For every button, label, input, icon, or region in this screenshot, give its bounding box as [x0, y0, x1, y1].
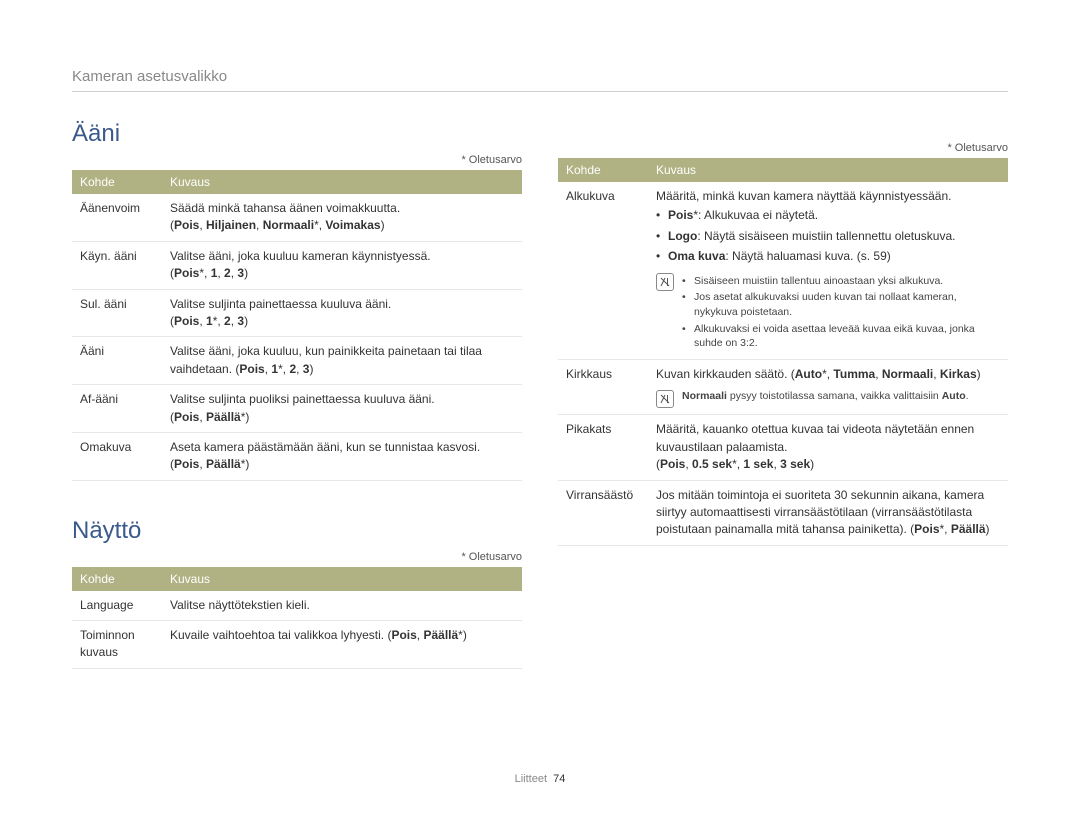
cell-kuvaus: Jos mitään toimintoja ei suoriteta 30 se… — [648, 480, 1008, 545]
table-aani-body: ÄänenvoimSäädä minkä tahansa äänen voima… — [72, 194, 522, 480]
cell-kuvaus: Valitse näyttötekstien kieli. — [162, 591, 522, 621]
breadcrumb: Kameran asetusvalikko — [72, 68, 1008, 85]
table-row: AlkukuvaMääritä, minkä kuvan kamera näyt… — [558, 182, 1008, 360]
table-row: ÄänenvoimSäädä minkä tahansa äänen voima… — [72, 194, 522, 241]
cell-kohde: Toiminnon kuvaus — [72, 621, 162, 669]
note-body: Normaali pysyy toistotilassa samana, vai… — [682, 389, 1000, 404]
cell-kuvaus: Valitse ääni, joka kuuluu kameran käynni… — [162, 241, 522, 289]
table-naytto-left: Kohde Kuvaus LanguageValitse näyttötekst… — [72, 567, 522, 669]
table-naytto-right: Kohde Kuvaus AlkukuvaMääritä, minkä kuva… — [558, 158, 1008, 546]
note-box: Normaali pysyy toistotilassa samana, vai… — [656, 389, 1000, 408]
cell-kohde: Af-ääni — [72, 385, 162, 433]
footer: Liitteet 74 — [0, 773, 1080, 785]
section-title-aani: Ääni — [72, 120, 522, 148]
table-row: PikakatsMääritä, kauanko otettua kuvaa t… — [558, 415, 1008, 480]
cell-kohde: Language — [72, 591, 162, 621]
note-box: Sisäiseen muistiin tallentuu ainoastaan … — [656, 272, 1000, 353]
list-item: Oma kuva: Näytä haluamasi kuva. (s. 59) — [656, 248, 1000, 265]
list-item: Pois*: Alkukuvaa ei näytetä. — [656, 207, 1000, 224]
right-column: * Oletusarvo Kohde Kuvaus AlkukuvaMäärit… — [558, 120, 1008, 669]
cell-kuvaus: Valitse ääni, joka kuuluu, kun painikkei… — [162, 337, 522, 385]
cell-kohde: Sul. ääni — [72, 289, 162, 337]
table-naytto-left-body: LanguageValitse näyttötekstien kieli.Toi… — [72, 591, 522, 669]
note-icon — [656, 273, 674, 291]
page-number: 74 — [553, 773, 565, 785]
list-item: Sisäiseen muistiin tallentuu ainoastaan … — [682, 274, 1000, 289]
cell-kuvaus: Valitse suljinta puoliksi painettaessa k… — [162, 385, 522, 433]
default-note: * Oletusarvo — [558, 142, 1008, 154]
th-kohde: Kohde — [558, 158, 648, 182]
table-row: OmakuvaAseta kamera päästämään ääni, kun… — [72, 432, 522, 480]
cell-kohde: Pikakats — [558, 415, 648, 480]
table-naytto-right-body: AlkukuvaMääritä, minkä kuvan kamera näyt… — [558, 182, 1008, 545]
th-kuvaus: Kuvaus — [162, 170, 522, 194]
th-kohde: Kohde — [72, 170, 162, 194]
default-note: * Oletusarvo — [72, 154, 522, 166]
list-item: Jos asetat alkukuvaksi uuden kuvan tai n… — [682, 290, 1000, 319]
cell-kuvaus: Määritä, kauanko otettua kuvaa tai video… — [648, 415, 1008, 480]
divider — [72, 91, 1008, 92]
th-kuvaus: Kuvaus — [162, 567, 522, 591]
table-row: Käyn. ääniValitse ääni, joka kuuluu kame… — [72, 241, 522, 289]
cell-kohde: Käyn. ääni — [72, 241, 162, 289]
default-note: * Oletusarvo — [72, 551, 522, 563]
columns: Ääni * Oletusarvo Kohde Kuvaus Äänenvoim… — [72, 120, 1008, 669]
bullet-list: Pois*: Alkukuvaa ei näytetä. Logo: Näytä … — [656, 207, 1000, 265]
list-item: Alkukuvaksi ei voida asettaa leveää kuva… — [682, 322, 1000, 351]
cell-kohde: Alkukuva — [558, 182, 648, 360]
cell-kohde: Äänenvoim — [72, 194, 162, 241]
table-row: Sul. ääniValitse suljinta painettaessa k… — [72, 289, 522, 337]
table-row: Af-ääniValitse suljinta puoliksi painett… — [72, 385, 522, 433]
table-aani: Kohde Kuvaus ÄänenvoimSäädä minkä tahans… — [72, 170, 522, 481]
footer-label: Liitteet — [515, 773, 547, 785]
note-body: Sisäiseen muistiin tallentuu ainoastaan … — [682, 272, 1000, 353]
cell-kohde: Ääni — [72, 337, 162, 385]
table-row: KirkkausKuvan kirkkauden säätö. (Auto*, … — [558, 360, 1008, 415]
th-kohde: Kohde — [72, 567, 162, 591]
th-kuvaus: Kuvaus — [648, 158, 1008, 182]
cell-kohde: Virransäästö — [558, 480, 648, 545]
table-row: Toiminnon kuvausKuvaile vaihtoehtoa tai … — [72, 621, 522, 669]
cell-kuvaus: Säädä minkä tahansa äänen voimakkuutta.(… — [162, 194, 522, 241]
list-item: Logo: Näytä sisäiseen muistiin tallennet… — [656, 228, 1000, 245]
cell-kohde: Kirkkaus — [558, 360, 648, 415]
cell-kuvaus: Kuvaile vaihtoehtoa tai valikkoa lyhyest… — [162, 621, 522, 669]
table-row: LanguageValitse näyttötekstien kieli. — [72, 591, 522, 621]
cell-kohde: Omakuva — [72, 432, 162, 480]
table-row: ÄäniValitse ääni, joka kuuluu, kun paini… — [72, 337, 522, 385]
page-root: Kameran asetusvalikko Ääni * Oletusarvo … — [0, 0, 1080, 709]
cell-kuvaus: Kuvan kirkkauden säätö. (Auto*, Tumma, N… — [648, 360, 1008, 415]
note-icon — [656, 390, 674, 408]
cell-kuvaus: Määritä, minkä kuvan kamera näyttää käyn… — [648, 182, 1008, 360]
left-column: Ääni * Oletusarvo Kohde Kuvaus Äänenvoim… — [72, 120, 522, 669]
cell-kuvaus: Aseta kamera päästämään ääni, kun se tun… — [162, 432, 522, 480]
section-title-naytto: Näyttö — [72, 517, 522, 545]
cell-kuvaus: Valitse suljinta painettaessa kuuluva ää… — [162, 289, 522, 337]
table-row: VirransäästöJos mitään toimintoja ei suo… — [558, 480, 1008, 545]
